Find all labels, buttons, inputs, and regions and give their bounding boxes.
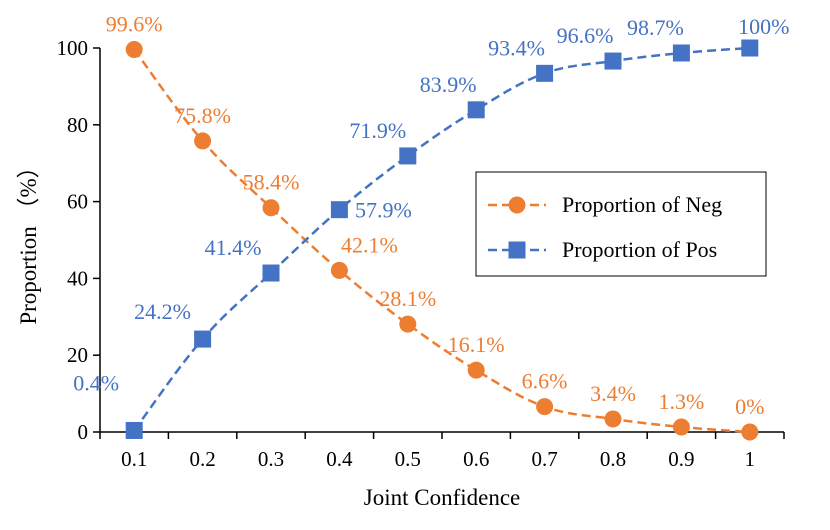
series-line: [133, 48, 750, 434]
x-tick-label: 0.1: [121, 447, 147, 471]
data-point-neg: [741, 423, 759, 441]
data-point-pos: [536, 64, 554, 82]
data-point-neg: [467, 361, 485, 379]
y-axis-title: Proportion （%）: [16, 155, 41, 324]
x-tick-label: 0.2: [189, 447, 215, 471]
data-point-pos: [194, 330, 212, 348]
x-tick-label: 1: [745, 447, 756, 471]
y-tick-label: 0: [78, 420, 89, 444]
data-label: 0.4%: [73, 370, 119, 395]
data-label: 93.4%: [488, 35, 545, 60]
legend-marker: [508, 241, 526, 259]
x-tick-label: 0.7: [531, 447, 557, 471]
legend-box: [475, 171, 767, 277]
data-point-neg: [604, 410, 622, 428]
data-point-pos: [399, 147, 417, 165]
x-tick-label: 0.6: [463, 447, 489, 471]
y-tick-label: 80: [67, 113, 88, 137]
y-tick-label: 40: [67, 266, 88, 290]
x-tick-label: 0.3: [258, 447, 284, 471]
series-neg: [125, 41, 759, 441]
data-point-pos: [262, 264, 280, 282]
data-point-neg: [672, 418, 690, 436]
data-label: 83.9%: [420, 72, 477, 97]
data-label: 42.1%: [341, 232, 398, 257]
data-label: 24.2%: [134, 299, 191, 324]
legend-item: Proportion of Pos: [488, 237, 717, 262]
data-label: 41.4%: [205, 235, 262, 260]
data-label: 98.7%: [627, 15, 684, 40]
data-point-neg: [194, 132, 212, 150]
y-tick-label: 60: [67, 190, 88, 214]
data-point-neg: [125, 41, 143, 59]
series-pos: [125, 39, 759, 439]
data-label: 28.1%: [379, 286, 436, 311]
data-point-neg: [536, 398, 554, 416]
data-label: 71.9%: [349, 118, 406, 143]
legend-item: Proportion of Neg: [488, 192, 722, 217]
x-axis-title: Joint Confidence: [364, 485, 521, 510]
series-line: [133, 46, 750, 432]
y-tick-label: 100: [57, 36, 89, 60]
data-point-neg: [262, 199, 280, 217]
data-label: 1.3%: [658, 389, 704, 414]
legend-marker: [508, 196, 526, 214]
legend: Proportion of Neg Proportion of Pos: [475, 171, 767, 277]
data-label: 96.6%: [557, 23, 614, 48]
data-point-pos: [672, 44, 690, 62]
legend-label: Proportion of Neg: [562, 192, 722, 217]
data-point-pos: [330, 201, 348, 219]
y-tick-label: 20: [67, 343, 88, 367]
data-label: 3.4%: [590, 381, 636, 406]
x-tick-label: 0.9: [668, 447, 694, 471]
data-label: 58.4%: [243, 170, 300, 195]
data-point-neg: [330, 261, 348, 279]
data-label: 75.8%: [174, 103, 231, 128]
x-tick-label: 0.4: [326, 447, 353, 471]
data-point-pos: [125, 421, 143, 439]
x-tick-label: 0.5: [395, 447, 421, 471]
data-point-pos: [604, 52, 622, 70]
data-label: 0%: [735, 394, 764, 419]
data-label: 16.1%: [448, 332, 505, 357]
data-label: 100%: [738, 14, 789, 39]
x-tick-label: 0.8: [600, 447, 626, 471]
data-label: 99.6%: [106, 12, 163, 37]
data-label: 6.6%: [522, 369, 568, 394]
data-label: 57.9%: [355, 198, 412, 223]
legend-label: Proportion of Pos: [562, 237, 717, 262]
data-point-pos: [467, 101, 485, 119]
data-point-neg: [399, 315, 417, 333]
data-point-pos: [741, 39, 759, 57]
